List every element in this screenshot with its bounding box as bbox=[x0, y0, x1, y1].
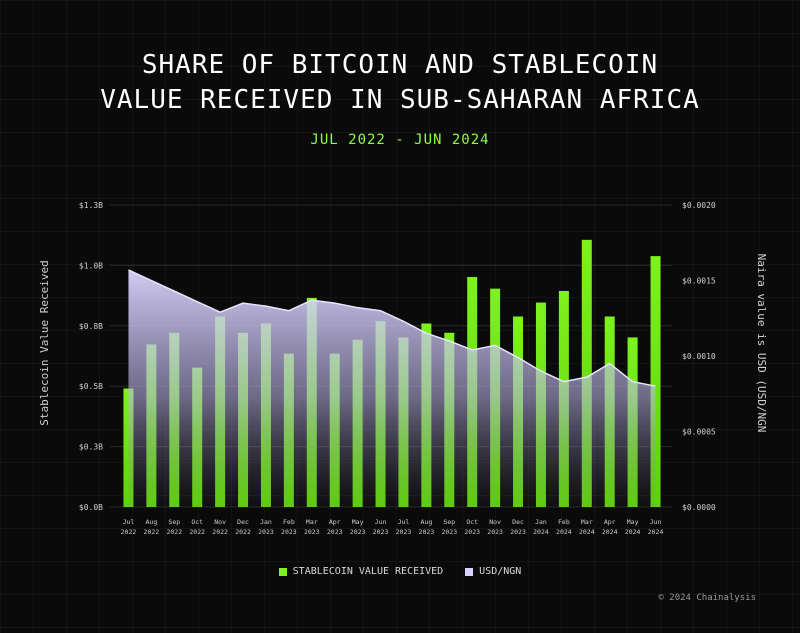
x-tick-label: Aug 2023 bbox=[419, 518, 435, 536]
y-axis-label: Stablecoin Value Received bbox=[38, 260, 51, 426]
x-tick-label: Mar 2024 bbox=[579, 518, 595, 536]
legend-swatch-stablecoin bbox=[278, 567, 287, 576]
y2-tick-label: $0.0020 bbox=[682, 201, 716, 210]
y-tick-label: $0.8B bbox=[79, 322, 103, 331]
chart-title: SHARE OF BITCOIN AND STABLECOIN VALUE RE… bbox=[0, 48, 800, 118]
x-tick-label: Apr 2023 bbox=[327, 518, 343, 536]
x-tick-label: Apr 2024 bbox=[602, 518, 618, 536]
legend-item-stablecoin: STABLECOIN VALUE RECEIVED bbox=[278, 566, 444, 577]
y-tick-label: $1.0B bbox=[79, 261, 103, 270]
line-usd-ngn bbox=[128, 269, 656, 387]
x-tick-label: Oct 2022 bbox=[189, 518, 205, 536]
chart-legend: STABLECOIN VALUE RECEIVED USD/NGN bbox=[0, 566, 800, 577]
x-tick-label: Jul 2022 bbox=[121, 518, 137, 536]
legend-swatch-usdngn bbox=[465, 567, 474, 576]
y2-tick-label: $0.0015 bbox=[682, 277, 716, 286]
bar-stablecoin bbox=[650, 256, 661, 507]
credit-text: © 2024 Chainalysis bbox=[658, 593, 756, 603]
x-tick-label: Jan 2024 bbox=[533, 518, 549, 536]
title-line-1: SHARE OF BITCOIN AND STABLECOIN bbox=[141, 50, 659, 80]
bar-stablecoin bbox=[581, 239, 592, 507]
legend-label-usdngn: USD/NGN bbox=[479, 566, 522, 577]
x-tick-label: Oct 2023 bbox=[464, 518, 480, 536]
y2-tick-label: $0.0005 bbox=[682, 428, 716, 437]
legend-label-stablecoin: STABLECOIN VALUE RECEIVED bbox=[292, 566, 444, 577]
x-tick-label: Dec 2022 bbox=[235, 518, 251, 536]
title-line-2: VALUE RECEIVED IN SUB-SAHARAN AFRICA bbox=[100, 85, 700, 115]
y-tick-label: $0.3B bbox=[79, 443, 103, 452]
y-tick-label: $0.5B bbox=[79, 382, 103, 391]
x-tick-label: May 2023 bbox=[350, 518, 366, 536]
x-tick-label: Nov 2023 bbox=[487, 518, 503, 536]
x-tick-label: Feb 2024 bbox=[556, 518, 572, 536]
x-tick-label: Mar 2023 bbox=[304, 518, 320, 536]
x-tick-label: Jul 2023 bbox=[396, 518, 412, 536]
x-tick-label: Dec 2023 bbox=[510, 518, 526, 536]
x-tick-label: Sep 2022 bbox=[166, 518, 182, 536]
x-tick-label: May 2024 bbox=[625, 518, 641, 536]
x-tick-label: Jun 2024 bbox=[648, 518, 664, 536]
chart-subtitle: JUL 2022 - JUN 2024 bbox=[310, 132, 490, 148]
y2-tick-label: $0.0000 bbox=[682, 503, 716, 512]
y-tick-label: $1.3B bbox=[79, 201, 103, 210]
x-tick-label: Jun 2023 bbox=[373, 518, 389, 536]
x-tick-label: Feb 2023 bbox=[281, 518, 297, 536]
y2-tick-label: $0.0010 bbox=[682, 352, 716, 361]
y2-axis-label: Naira value is USD (USD/NGN bbox=[755, 254, 768, 433]
y-tick-label: $0.0B bbox=[79, 503, 103, 512]
x-tick-label: Jan 2023 bbox=[258, 518, 274, 536]
x-tick-label: Aug 2022 bbox=[144, 518, 160, 536]
x-tick-label: Nov 2022 bbox=[212, 518, 228, 536]
x-tick-label: Sep 2023 bbox=[441, 518, 457, 536]
legend-item-usdngn: USD/NGN bbox=[465, 566, 521, 577]
area-usd-ngn bbox=[128, 269, 656, 507]
